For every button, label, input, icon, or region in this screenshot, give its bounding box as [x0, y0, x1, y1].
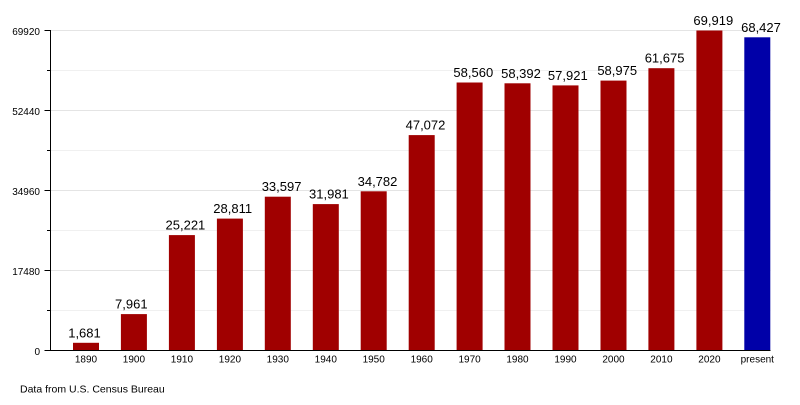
svg-text:68,427: 68,427 [741, 20, 781, 35]
svg-text:1930: 1930 [267, 355, 290, 366]
svg-text:2010: 2010 [650, 355, 673, 366]
svg-text:69920: 69920 [12, 27, 40, 38]
svg-text:1970: 1970 [458, 355, 481, 366]
svg-text:1900: 1900 [123, 355, 146, 366]
svg-text:1950: 1950 [363, 355, 386, 366]
svg-text:2020: 2020 [698, 355, 721, 366]
svg-text:25,221: 25,221 [166, 218, 206, 233]
svg-text:17480: 17480 [12, 267, 40, 278]
svg-text:1960: 1960 [411, 355, 434, 366]
svg-text:1890: 1890 [75, 355, 98, 366]
svg-text:present: present [741, 355, 775, 366]
svg-text:2000: 2000 [602, 355, 625, 366]
svg-text:33,597: 33,597 [262, 179, 302, 194]
svg-text:31,981: 31,981 [309, 187, 349, 202]
svg-text:58,975: 58,975 [597, 63, 637, 78]
svg-text:1990: 1990 [554, 355, 577, 366]
svg-text:61,675: 61,675 [645, 51, 685, 66]
svg-text:58,560: 58,560 [453, 65, 493, 80]
svg-text:52440: 52440 [12, 107, 40, 118]
svg-text:28,811: 28,811 [213, 201, 252, 216]
svg-text:1,681: 1,681 [68, 325, 101, 340]
svg-text:0: 0 [34, 347, 40, 358]
svg-text:69,919: 69,919 [693, 13, 733, 28]
svg-text:1910: 1910 [171, 355, 194, 366]
svg-text:34960: 34960 [12, 187, 40, 198]
svg-text:7,961: 7,961 [115, 297, 148, 312]
svg-text:58,392: 58,392 [501, 66, 541, 81]
svg-text:57,921: 57,921 [548, 68, 588, 83]
svg-text:34,782: 34,782 [358, 174, 398, 189]
svg-text:Data from U.S. Census Bureau: Data from U.S. Census Bureau [20, 384, 165, 396]
svg-text:1920: 1920 [219, 355, 242, 366]
svg-text:47,072: 47,072 [406, 118, 446, 133]
svg-text:1940: 1940 [315, 355, 338, 366]
svg-text:1980: 1980 [506, 355, 529, 366]
